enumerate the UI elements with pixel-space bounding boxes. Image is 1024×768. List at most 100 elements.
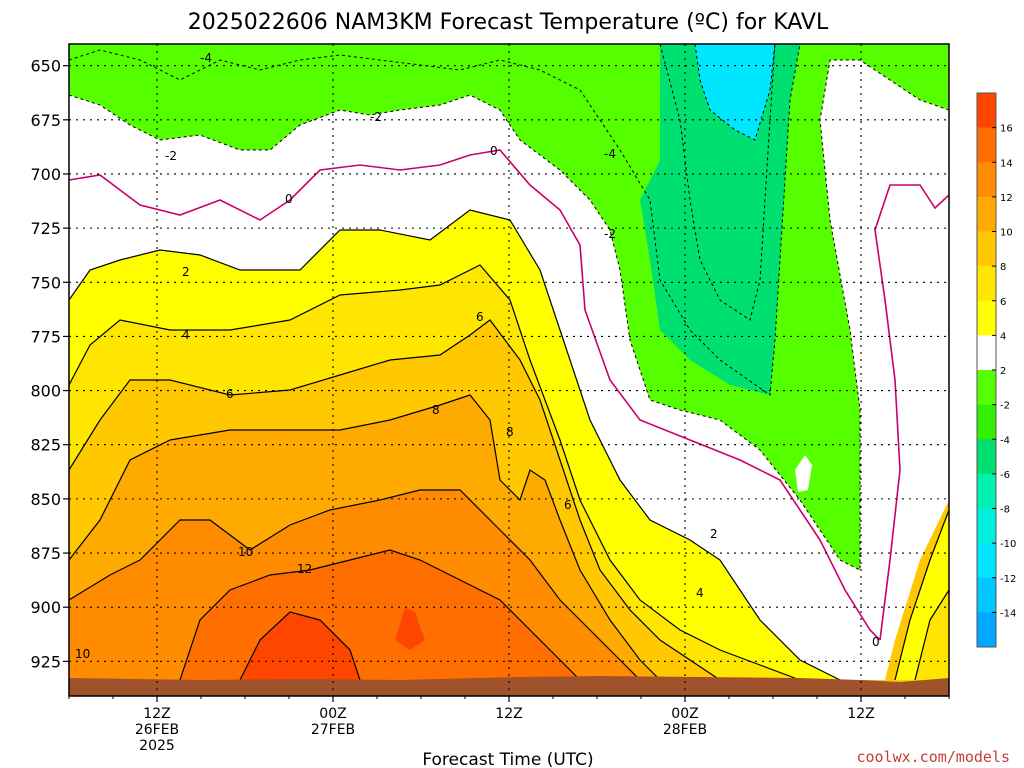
contour-neg4 [68,43,801,396]
x-tick-label: 28FEB [663,722,707,738]
x-tick-label: 12Z [495,706,522,722]
clabel-neg2-c: -2 [604,227,616,241]
colorbar-segment [977,196,996,232]
colorbar-tick-label: 4 [1000,331,1006,342]
plot-area: -4 -2 -2 0 0 -2 -4 2 4 6 8 6 8 10 12 10 … [68,43,950,697]
colorbar-segment [977,335,996,371]
contour-labels: -4 -2 -2 0 0 -2 -4 2 4 6 8 6 8 10 12 10 … [75,51,880,661]
terrain-ground [69,676,949,696]
clabel-0-b: 0 [490,144,498,158]
clabel-4-b: 4 [696,586,704,600]
band-white-cold-pocket [795,455,812,492]
x-tick-label: 00Z [319,706,346,722]
colorbar-segment [977,300,996,336]
credit-text: coolwx.com/models [856,748,1010,766]
y-axis: 650 675 700 725 750 775 800 825 850 875 900 925 [30,57,69,671]
colorbar-segment [977,162,996,198]
colorbar-tick-label: -8 [1000,505,1010,516]
clabel-10-b: 10 [75,647,90,661]
band-4-right [915,590,949,680]
contour-2 [68,209,841,681]
colorbar-segment [977,266,996,302]
y-tick-label: 650 [30,57,61,76]
colorbar-segment [977,127,996,163]
clabel-8-b: 8 [506,425,514,439]
y-tick-label: 775 [30,327,61,346]
colorbar-tick-label: -4 [1000,435,1010,446]
y-tick-label: 675 [30,111,61,130]
colorbar-tick-label: 2 [1000,366,1006,377]
band-cold-core [640,44,800,395]
y-tick-label: 750 [30,273,61,292]
colorbar-tick-label: -6 [1000,470,1010,481]
x-tick-label: 12Z [143,706,170,722]
colorbar-tick-label: 8 [1000,262,1006,273]
contour-neg8 [694,43,776,141]
contour-neg2 [68,59,950,571]
colorbar-tick-label: -12 [1000,574,1016,585]
contour-lines-dashed [68,43,950,571]
colorbar-tick-label: -10 [1000,539,1016,550]
contour-neg6 [659,43,776,321]
colorbar-tick-label: 12 [1000,193,1013,204]
contour-8 [68,394,661,681]
colorbar-segment [977,508,996,544]
colorbar-tick-label: 10 [1000,228,1013,239]
clabel-neg2-a: -2 [165,149,177,163]
y-tick-label: 925 [30,652,61,671]
clabel-6-c: 6 [564,498,572,512]
colorbar-segment [977,577,996,613]
y-tick-label: 875 [30,544,61,563]
clabel-8-a: 8 [432,403,440,417]
contour-0 [68,149,881,641]
clabel-0-a: 0 [285,192,293,206]
contour-2-right [894,509,950,681]
x-tick-label: 2025 [139,738,175,754]
colorbar: 16 14 12 10 8 6 4 2 -2 -4 -6 -8 -10 -12 -14 [976,92,1016,648]
y-tick-label: 700 [30,165,61,184]
colorbar-segment [977,231,996,267]
x-tick-label: 00Z [671,706,698,722]
contour-14 [239,611,361,681]
colorbar-tick-label: 6 [1000,297,1006,308]
contour-4 [68,264,801,681]
y-tick-label: 850 [30,490,61,509]
colorbar-segment [977,612,996,648]
x-tick-label: 27FEB [311,722,355,738]
colorbar-tick-label: 16 [1000,124,1013,135]
contour-6 [68,319,721,681]
y-tick-label: 725 [30,219,61,238]
contour-4-right [914,589,950,681]
clabel-0-c: 0 [872,635,880,649]
contour-lines [68,209,950,681]
y-tick-label: 825 [30,436,61,455]
chart-title: 2025022606 NAM3KM Forecast Temperature (… [188,10,829,35]
colorbar-segment [977,439,996,475]
y-tick-label: 900 [30,598,61,617]
clabel-12-a: 12 [297,562,312,576]
y-tick-label: 800 [30,382,61,401]
clabel-neg2-b: -2 [370,110,382,124]
contour-10 [68,489,641,681]
x-axis-label: Forecast Time (UTC) [422,750,593,768]
clabel-neg4-top: -4 [200,51,212,65]
clabel-6-b: 6 [476,310,484,324]
colorbar-tick-label: -2 [1000,401,1010,412]
colorbar-segment [977,370,996,405]
band-14-pocket [395,608,425,650]
colorbar-tick-label: -14 [1000,608,1016,619]
clabel-2-b: 2 [710,527,718,541]
colorbar-segment [977,93,996,128]
x-tick-label: 12Z [847,706,874,722]
clabel-2-a: 2 [182,265,190,279]
clabel-neg4-b: -4 [604,147,616,161]
freezing-line [68,149,950,641]
band-white-0 [69,60,949,680]
x-tick-label: 26FEB [135,722,179,738]
contour-12 [179,549,581,681]
colorbar-segment [977,543,996,579]
colorbar-segment [977,404,996,440]
colorbar-segment [977,473,996,509]
